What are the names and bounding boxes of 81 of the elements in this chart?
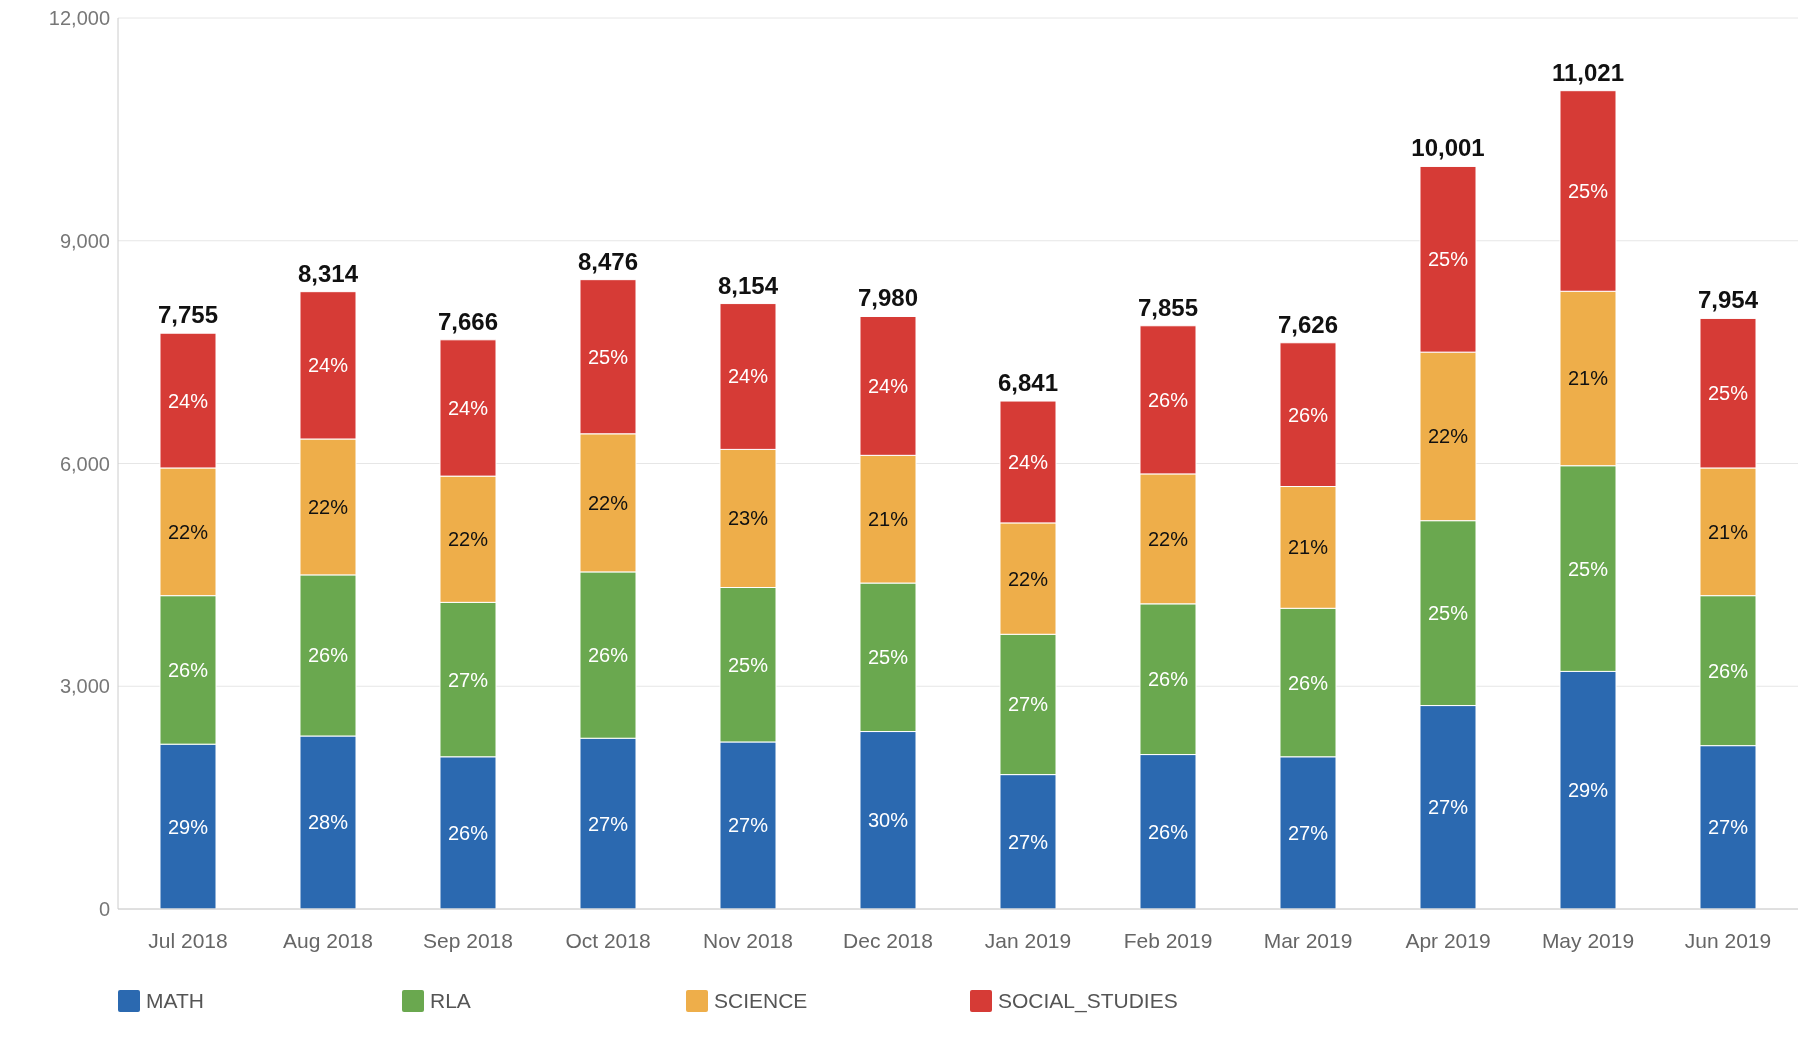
annotation: 22% — [307, 495, 349, 518]
annotation: 26% — [307, 644, 349, 667]
x-tick-label: May 2019 — [1541, 928, 1635, 952]
total-label: 8,154 — [717, 271, 779, 299]
x-tick-label: Jun 2019 — [1684, 928, 1772, 952]
annotation: 27% — [1007, 693, 1049, 716]
annotation: 29% — [167, 815, 209, 838]
annotation: 27% — [587, 812, 629, 835]
y-tick-label: 0 — [98, 898, 110, 921]
total-label: 6,841 — [997, 369, 1059, 397]
annotation: 21% — [1707, 520, 1749, 543]
annotation: 26% — [1147, 820, 1189, 843]
x-tick-label: Apr 2019 — [1405, 928, 1491, 952]
annotation: 29% — [1567, 779, 1609, 802]
total-label: 11,021 — [1551, 58, 1625, 86]
total-label: 7,626 — [1277, 310, 1339, 338]
y-tick-label: 9,000 — [59, 229, 110, 252]
total-label: 7,954 — [1697, 286, 1759, 314]
annotation: 22% — [447, 528, 489, 551]
x-tick-label: Jan 2019 — [984, 928, 1072, 952]
total-label: 10,001 — [1411, 134, 1485, 162]
annotation: 27% — [1427, 796, 1469, 819]
annotation: 22% — [1427, 425, 1469, 448]
annotation: 24% — [447, 396, 489, 419]
annotation: 25% — [587, 345, 629, 368]
legend-label: SCIENCE — [713, 989, 809, 1013]
legend-label: RLA — [429, 989, 472, 1013]
annotation: 21% — [1287, 536, 1329, 559]
x-tick-label: Mar 2019 — [1263, 928, 1353, 952]
total-label: 8,476 — [577, 247, 639, 275]
x-tick-label: Sep 2018 — [423, 928, 513, 952]
total-label: 8,314 — [297, 259, 359, 287]
annotation: 24% — [727, 365, 769, 388]
legend-label: MATH — [145, 989, 205, 1013]
annotation: 26% — [1287, 671, 1329, 694]
annotation: 22% — [1007, 567, 1049, 590]
annotation: 25% — [867, 646, 909, 669]
annotation: 28% — [307, 811, 349, 834]
annotation: 25% — [1707, 382, 1749, 405]
total-label: 7,980 — [857, 284, 919, 312]
annotation: 25% — [1567, 179, 1609, 202]
annotation: 27% — [447, 668, 489, 691]
x-tick-label: Jul 2018 — [148, 928, 228, 952]
annotation: 26% — [167, 658, 209, 681]
annotation: 24% — [1007, 450, 1049, 473]
annotation: 24% — [867, 374, 909, 397]
x-tick-label: Oct 2018 — [565, 928, 651, 952]
annotation: 25% — [1427, 248, 1469, 271]
annotation: 27% — [1707, 816, 1749, 839]
annotation: 21% — [1567, 367, 1609, 390]
annotation: 25% — [1567, 557, 1609, 580]
annotation: 30% — [867, 809, 909, 832]
x-tick-label: Nov 2018 — [703, 928, 793, 952]
annotation: 25% — [727, 653, 769, 676]
annotation: 27% — [727, 814, 769, 837]
x-tick-label: Feb 2019 — [1123, 928, 1213, 952]
annotation: 22% — [167, 520, 209, 543]
annotation: 27% — [1007, 830, 1049, 853]
annotation: 24% — [307, 354, 349, 377]
annotation: 21% — [867, 508, 909, 531]
annotation: 26% — [1147, 668, 1189, 691]
annotation: 22% — [1147, 527, 1189, 550]
annotation: 22% — [587, 491, 629, 514]
annotation: 26% — [447, 821, 489, 844]
annotation: 26% — [1147, 388, 1189, 411]
y-tick-label: 3,000 — [59, 675, 110, 698]
legend-label: SOCIAL_STUDIES — [997, 989, 1179, 1013]
x-tick-label: Dec 2018 — [843, 928, 933, 952]
total-label: 7,755 — [157, 301, 219, 329]
y-tick-label: 12,000 — [48, 7, 110, 30]
annotation: 23% — [727, 507, 769, 530]
annotation: 26% — [1707, 659, 1749, 682]
total-label: 7,666 — [437, 307, 499, 335]
x-tick-label: Aug 2018 — [283, 928, 373, 952]
total-label: 7,855 — [1137, 293, 1199, 321]
annotation: 26% — [587, 644, 629, 667]
annotation: 24% — [167, 389, 209, 412]
y-tick-label: 6,000 — [59, 452, 110, 475]
annotation: 27% — [1287, 821, 1329, 844]
annotation: 25% — [1427, 602, 1469, 625]
annotation: 26% — [1287, 403, 1329, 426]
